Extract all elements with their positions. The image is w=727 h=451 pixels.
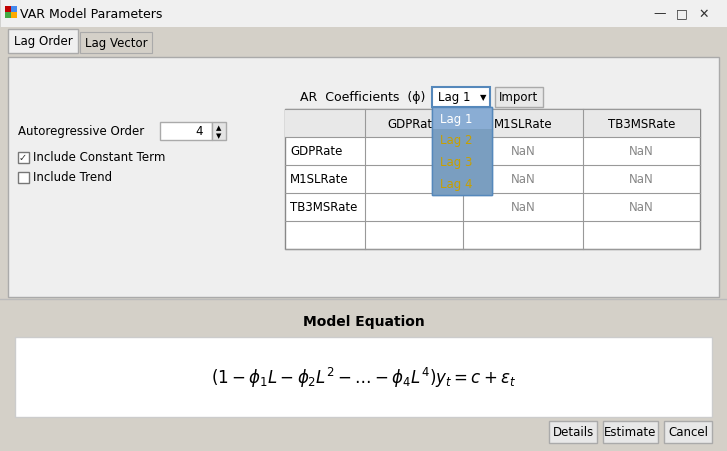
Text: Lag Order: Lag Order [14, 36, 73, 48]
Text: Lag 1: Lag 1 [438, 91, 470, 104]
Text: Details: Details [553, 426, 594, 438]
Text: —: — [654, 8, 666, 20]
Text: M1SLRate: M1SLRate [290, 173, 349, 186]
Text: Include Trend: Include Trend [33, 171, 112, 184]
Text: ▼: ▼ [480, 93, 486, 102]
Bar [432, 108, 492, 196]
Bar [8, 58, 719, 297]
Text: Cancel: Cancel [668, 426, 708, 438]
Bar [432, 152, 492, 174]
Bar [212, 123, 226, 141]
Text: Lag 3: Lag 3 [440, 156, 473, 169]
Text: Lag 4: Lag 4 [440, 178, 473, 191]
Text: Lag 2: Lag 2 [440, 134, 473, 147]
Bar [432, 174, 492, 196]
Bar [8, 30, 78, 54]
Text: TB3MSRate: TB3MSRate [608, 117, 675, 130]
Text: ▲: ▲ [217, 125, 222, 131]
Bar [603, 421, 658, 443]
Bar [11, 13, 17, 19]
Text: Estimate: Estimate [604, 426, 656, 438]
Text: M1SLRate: M1SLRate [494, 117, 553, 130]
Bar [80, 33, 152, 54]
Bar [15, 337, 712, 417]
Bar [664, 421, 712, 443]
Text: Lag 1: Lag 1 [440, 112, 473, 125]
Text: NaN: NaN [629, 201, 654, 214]
Text: Include Constant Term: Include Constant Term [33, 151, 165, 164]
Text: NaN: NaN [510, 145, 535, 158]
Bar [5, 7, 11, 13]
Bar [285, 110, 700, 138]
Text: NaN: NaN [629, 173, 654, 186]
Bar [18, 152, 29, 164]
Bar [0, 0, 727, 28]
Text: NaN: NaN [510, 201, 535, 214]
Bar [549, 421, 597, 443]
Bar [0, 28, 727, 58]
Bar [18, 173, 29, 184]
Text: $(1-\phi_1 L-\phi_2 L^2-\ldots-\phi_4 L^4)y_t = c + \varepsilon_t$: $(1-\phi_1 L-\phi_2 L^2-\ldots-\phi_4 L^… [211, 365, 516, 389]
Text: AR  Coefficients  (ϕ): AR Coefficients (ϕ) [300, 90, 425, 103]
Bar [11, 7, 17, 13]
Text: TB3MSRate: TB3MSRate [290, 201, 358, 214]
Text: GDPRate: GDPRate [290, 145, 342, 158]
Text: Import: Import [499, 91, 539, 104]
Bar [432, 88, 490, 108]
Text: VAR Model Parameters: VAR Model Parameters [20, 8, 162, 20]
Text: Autoregressive Order: Autoregressive Order [18, 125, 144, 138]
Bar [432, 130, 492, 152]
Text: ▼: ▼ [217, 133, 222, 139]
Text: ✓: ✓ [19, 152, 27, 163]
Bar [432, 108, 492, 196]
Bar [5, 13, 11, 19]
Text: NaN: NaN [510, 173, 535, 186]
Text: Lag Vector: Lag Vector [84, 37, 148, 50]
Text: □: □ [676, 8, 688, 20]
Text: NaN: NaN [629, 145, 654, 158]
Text: 4: 4 [196, 125, 203, 138]
Bar [432, 108, 492, 130]
Bar [285, 110, 700, 249]
Text: ✕: ✕ [699, 8, 710, 20]
Bar [0, 299, 727, 451]
Bar [495, 88, 543, 108]
Bar [160, 123, 212, 141]
Text: GDPRate: GDPRate [387, 117, 440, 130]
Text: Model Equation: Model Equation [302, 314, 425, 328]
